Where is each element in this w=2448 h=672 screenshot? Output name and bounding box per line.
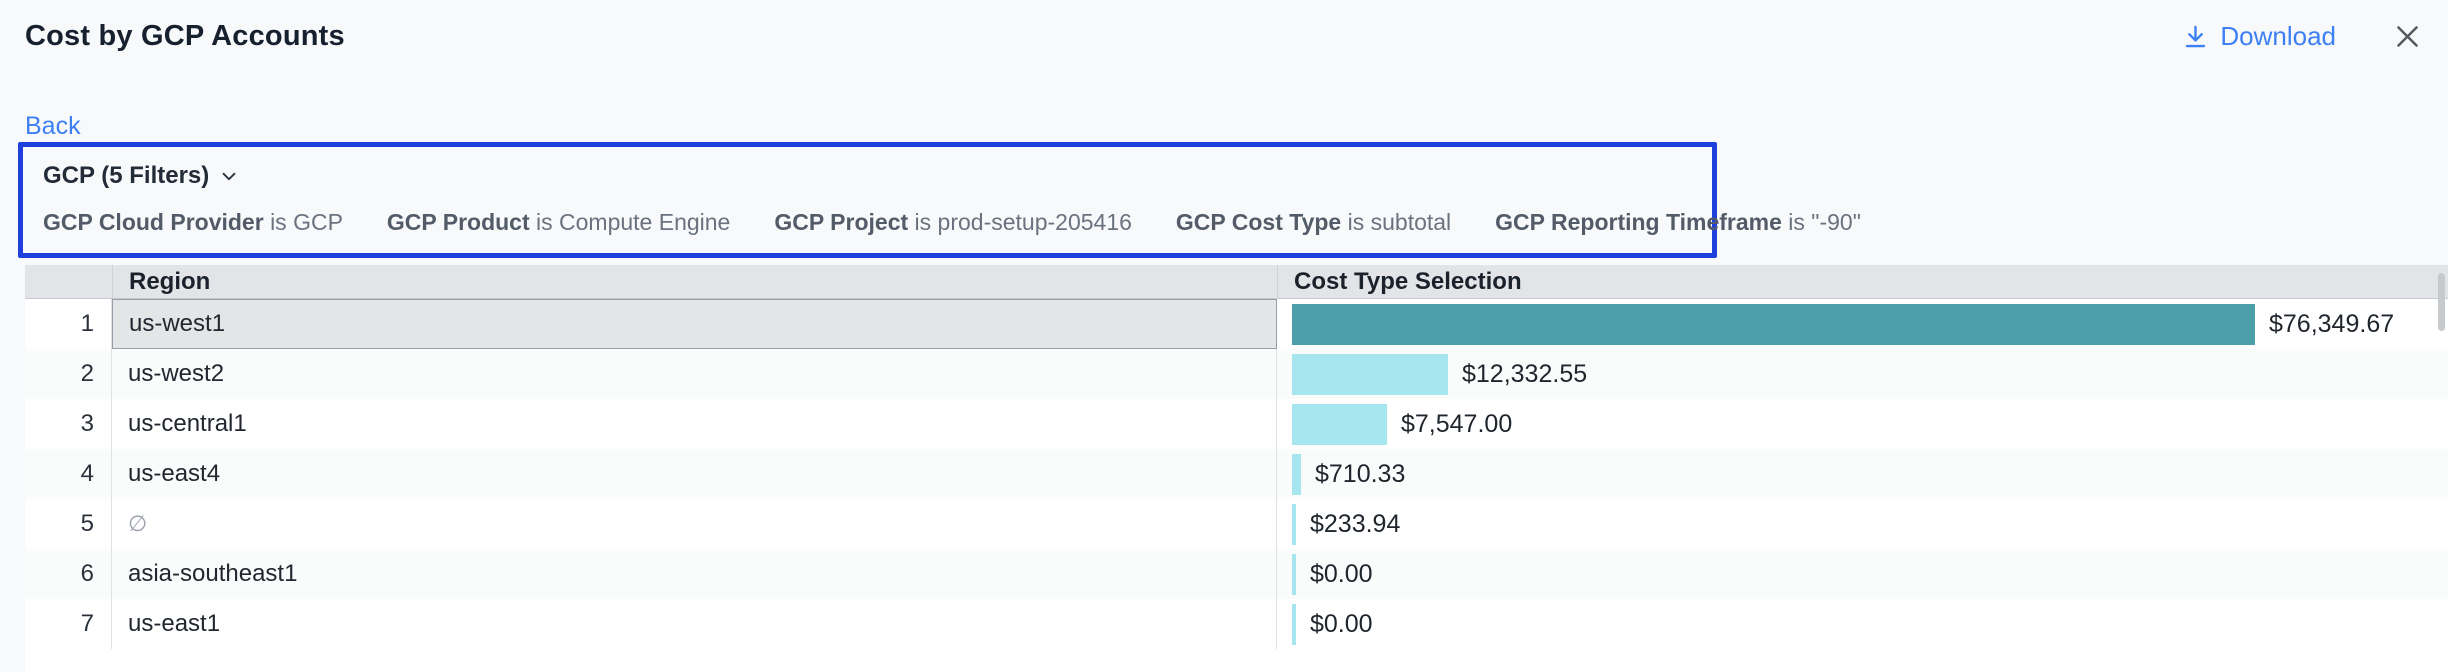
table-row[interactable]: 4 us-east4 $710.33 [25,449,2448,499]
row-index: 7 [25,599,112,649]
cost-cell[interactable]: $0.00 [1277,599,2448,649]
region-cell[interactable]: us-west2 [112,349,1277,399]
filter-value: is "-90" [1788,209,1861,235]
filter-value: is subtotal [1347,209,1452,235]
region-cell[interactable]: us-central1 [112,399,1277,449]
row-index: 6 [25,549,112,599]
filter-field: GCP Reporting Timeframe [1495,209,1782,235]
row-index: 3 [25,399,112,449]
filter-field: GCP Product [386,209,530,235]
table-row[interactable]: 2 us-west2 $12,332.55 [25,349,2448,399]
filter-group-label: GCP (5 Filters) [43,162,210,189]
table-header: Region Cost Type Selection [25,265,2448,299]
cost-bar [1292,353,1448,395]
filter-condition[interactable]: GCP Reporting Timeframe is "-90" [1495,209,1861,236]
row-number-column-header [25,265,112,298]
page-title: Cost by GCP Accounts [25,19,345,52]
filter-condition[interactable]: GCP Cost Type is subtotal [1176,209,1451,236]
row-index: 4 [25,449,112,499]
row-index: 2 [25,349,112,399]
region-cell[interactable]: ∅ [112,499,1277,549]
cost-value: $233.94 [1310,509,1401,538]
region-cell[interactable]: us-east4 [112,449,1277,499]
cost-value: $710.33 [1315,459,1406,488]
table-row[interactable]: 6 asia-southeast1 $0.00 [25,549,2448,599]
cost-value: $76,349.67 [2269,309,2395,338]
cost-cell[interactable]: $7,547.00 [1277,399,2448,449]
cost-value: $12,332.55 [1462,359,1588,388]
filter-field: GCP Project [774,209,909,235]
cost-cell[interactable]: $0.00 [1277,549,2448,599]
filter-field: GCP Cloud Provider [43,209,264,235]
close-icon[interactable] [2392,21,2423,52]
region-cell[interactable]: us-west1 [112,299,1277,349]
row-index: 5 [25,499,112,549]
cost-bar [1292,603,1296,645]
region-column-header[interactable]: Region [112,265,1277,298]
table-row[interactable]: 1 us-west1 $76,349.67 [25,299,2448,349]
cost-bar [1292,503,1296,545]
cost-bar [1292,303,2255,345]
table-row[interactable]: 3 us-central1 $7,547.00 [25,399,2448,449]
filter-value: is prod-setup-205416 [914,209,1132,235]
cost-value: $0.00 [1310,559,1373,588]
download-button[interactable]: Download [2182,21,2336,52]
cost-cell[interactable]: $12,332.55 [1277,349,2448,399]
cost-column-header[interactable]: Cost Type Selection [1277,265,2448,298]
filter-condition[interactable]: GCP Project is prod-setup-205416 [774,209,1132,236]
table-body: 1 us-west1 $76,349.67 2 us-west2 $12,332… [25,299,2448,649]
cost-cell[interactable]: $233.94 [1277,499,2448,549]
filter-value: is Compute Engine [536,209,731,235]
download-icon [2182,23,2209,50]
cost-bar [1292,553,1296,595]
cost-bar [1292,403,1387,445]
results-table: Region Cost Type Selection 1 us-west1 $7… [25,265,2448,672]
filter-value: is GCP [270,209,343,235]
filter-field: GCP Cost Type [1175,209,1342,235]
chevron-down-icon [218,165,240,187]
filter-condition[interactable]: GCP Cloud Provider is GCP [43,209,343,236]
filter-panel: GCP (5 Filters) GCP Cloud Provider is GC… [18,142,1861,258]
filter-list: GCP Cloud Provider is GCP GCP Product is… [43,209,1861,236]
cost-bar [1292,453,1301,495]
vertical-scrollbar-thumb[interactable] [2438,273,2445,331]
region-cell[interactable]: us-east1 [112,599,1277,649]
titlebar-actions: Download [2182,21,2423,52]
region-cell[interactable]: asia-southeast1 [112,549,1277,599]
table-row[interactable]: 7 us-east1 $0.00 [25,599,2448,649]
back-link[interactable]: Back [25,112,81,140]
modal-titlebar: Cost by GCP Accounts Download [0,0,2448,64]
row-index: 1 [25,299,112,349]
download-label: Download [2220,20,2336,51]
cost-cell[interactable]: $710.33 [1277,449,2448,499]
cost-value: $7,547.00 [1401,409,1513,438]
cost-cell[interactable]: $76,349.67 [1277,299,2448,349]
cost-value: $0.00 [1310,609,1373,638]
filter-group-toggle[interactable]: GCP (5 Filters) [43,162,240,190]
filter-condition[interactable]: GCP Product is Compute Engine [387,209,730,236]
table-row[interactable]: 5 ∅ $233.94 [25,499,2448,549]
